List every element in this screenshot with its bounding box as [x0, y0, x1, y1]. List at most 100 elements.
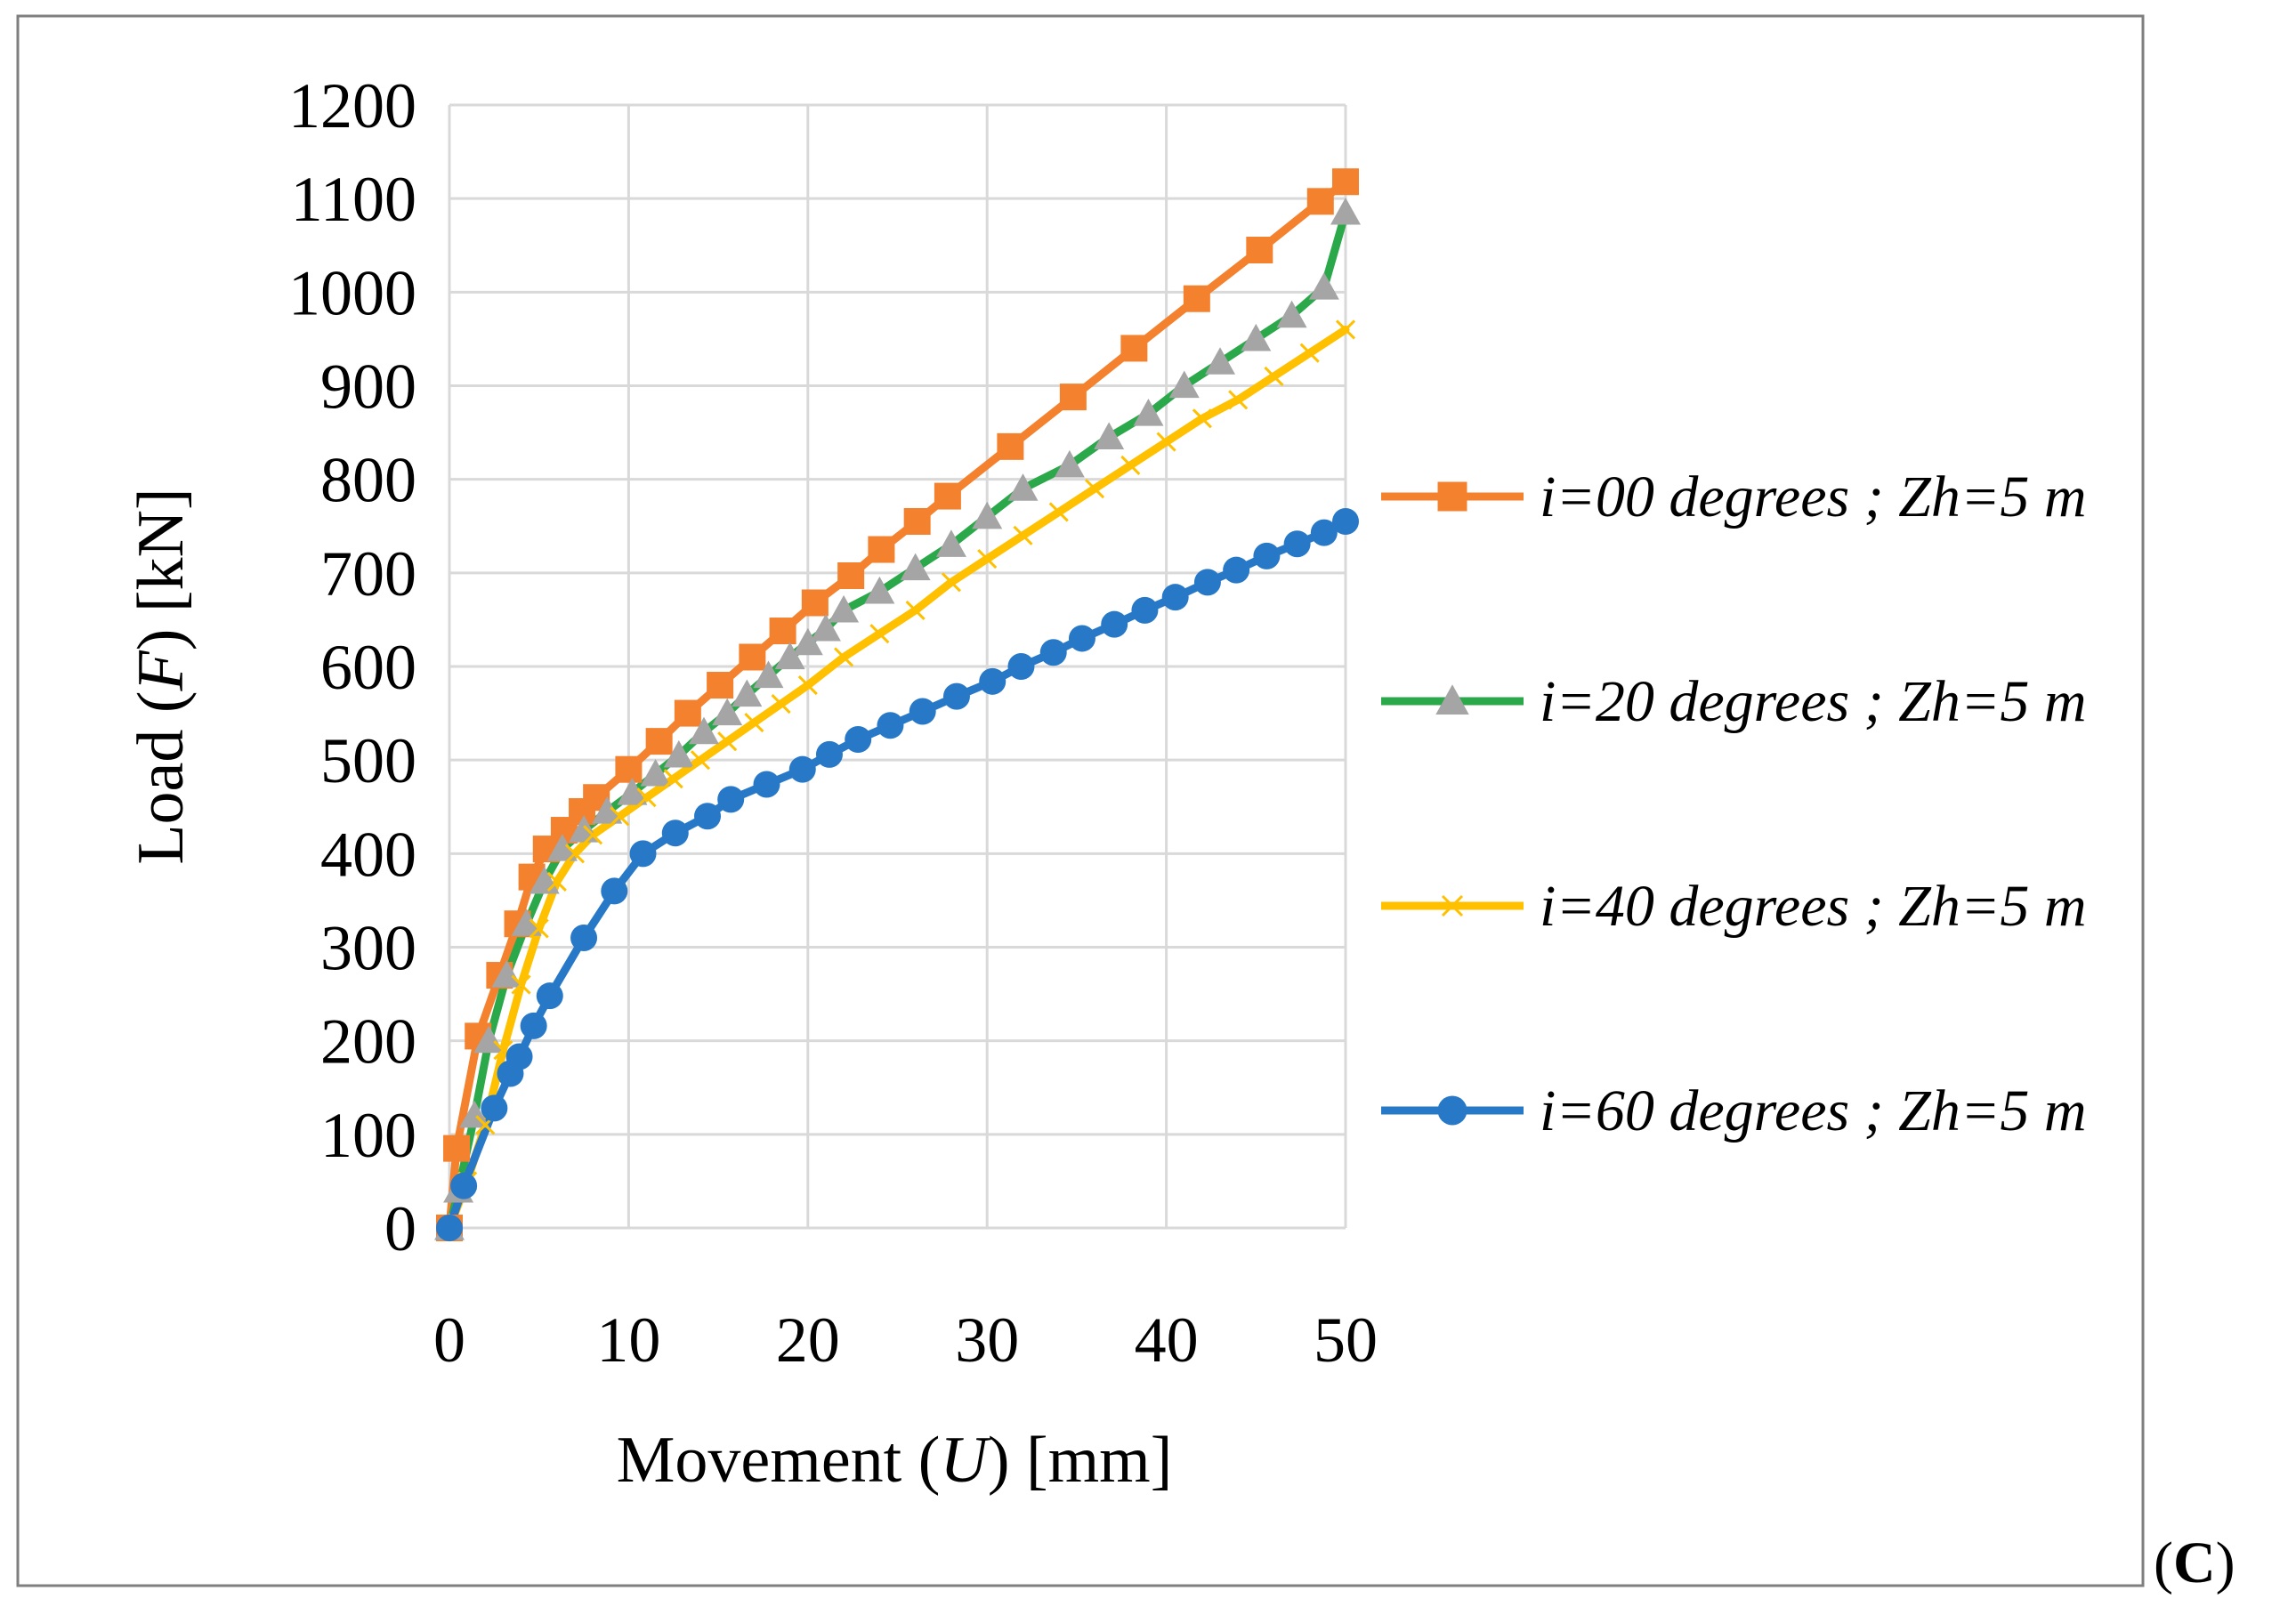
y-axis-title-var: F: [125, 650, 198, 691]
series-line-2: [445, 325, 1350, 1232]
data-point-marker-s3: [1039, 639, 1067, 666]
data-point-marker-s2: [771, 694, 791, 715]
panel-label: (C): [2154, 1530, 2235, 1595]
data-point-marker-s3: [694, 803, 722, 830]
data-point-marker-s3: [1193, 569, 1221, 596]
data-point-marker-s0: [934, 482, 961, 510]
data-point-marker-s1: [1276, 300, 1307, 328]
data-point-marker-s3: [1253, 542, 1281, 569]
data-point-marker-s2: [905, 600, 926, 620]
data-point-marker-s0: [837, 561, 865, 589]
y-tick-label: 400: [320, 819, 416, 890]
data-point-marker-s0: [739, 643, 766, 671]
data-point-marker-s1: [1007, 473, 1039, 501]
data-point-marker-s3: [1310, 519, 1338, 546]
series-line-0: [445, 177, 1350, 1232]
data-point-marker-s2: [941, 572, 961, 593]
legend-marker-3: [1437, 1095, 1467, 1126]
data-point-marker-s1: [1054, 449, 1085, 478]
y-tick-label: 1000: [288, 257, 416, 328]
data-point-marker-s1: [900, 553, 931, 581]
data-point-marker-s0: [674, 699, 701, 727]
data-point-marker-s2: [977, 548, 998, 569]
data-point-marker-s3: [1007, 653, 1035, 680]
y-tick-label: 300: [320, 913, 416, 984]
data-point-marker-s1: [864, 576, 895, 604]
data-point-marker-s3: [1101, 610, 1128, 638]
x-axis-title-post: ) [mm]: [988, 1424, 1173, 1497]
data-point-marker-s3: [629, 840, 657, 868]
data-point-marker-s0: [801, 589, 829, 617]
data-point-marker-s2: [1299, 343, 1320, 363]
data-point-marker-s1: [1133, 399, 1164, 426]
data-point-marker-s2: [546, 871, 567, 892]
y-tick-label: 500: [320, 725, 416, 796]
x-tick-label: 40: [1135, 1304, 1199, 1376]
legend-marker-2: [1441, 894, 1464, 917]
y-tick-label: 1100: [291, 164, 416, 235]
data-point-marker-s1: [640, 758, 671, 787]
data-point-marker-s1: [511, 908, 542, 936]
data-point-marker-s1: [935, 529, 966, 557]
data-point-marker-s1: [688, 716, 719, 745]
data-point-marker-s3: [1223, 556, 1250, 584]
data-point-marker-s3: [481, 1094, 508, 1122]
series-markers: [434, 168, 1361, 1241]
data-point-marker-s3: [570, 924, 598, 951]
data-point-marker-s2: [1264, 366, 1284, 387]
data-point-marker-s3: [520, 1012, 547, 1039]
legend-marker-1: [1435, 684, 1469, 715]
y-axis-title-pre: Load (: [125, 690, 198, 864]
data-point-marker-s0: [903, 507, 931, 535]
data-point-marker-s1: [732, 679, 763, 707]
y-tick-label: 100: [320, 1100, 416, 1171]
data-point-marker-s0: [615, 755, 643, 783]
legend-label-3: i=60 degrees ; Zh=5 m: [1540, 1078, 2087, 1143]
data-point-marker-s3: [909, 698, 936, 725]
data-point-marker-s3: [1283, 530, 1311, 558]
data-point-marker-s1: [753, 660, 784, 689]
data-point-marker-s0: [1306, 188, 1334, 215]
data-point-marker-s0: [1059, 384, 1087, 411]
data-point-marker-s2: [1228, 390, 1249, 410]
panel-label-close: ): [2216, 1530, 2235, 1595]
data-point-marker-s1: [1330, 197, 1361, 225]
legend: i=00 degrees ; Zh=5 m i=20 degrees ; Zh=5…: [1381, 464, 2087, 1143]
data-point-marker-s0: [707, 672, 734, 699]
data-point-marker-s0: [645, 728, 673, 755]
chart-frame: [16, 14, 2145, 1587]
y-tick-label: 600: [320, 632, 416, 703]
data-point-marker-s2: [1156, 432, 1176, 452]
data-point-marker-s0: [868, 536, 895, 563]
data-point-marker-s0: [997, 432, 1024, 460]
data-point-marker-s1: [617, 777, 648, 805]
gridlines: [448, 103, 1347, 1230]
y-tick-label: 700: [320, 538, 416, 610]
data-point-marker-s2: [610, 806, 630, 827]
data-point-marker-s1: [1205, 347, 1236, 375]
data-point-marker-s3: [1068, 625, 1095, 652]
data-point-marker-s3: [877, 712, 904, 739]
panel-label-open: (: [2154, 1530, 2173, 1595]
x-tick-label: 0: [433, 1304, 465, 1376]
data-point-marker-s2: [1013, 525, 1033, 545]
data-point-marker-s2: [564, 844, 586, 864]
y-tick-labels: 0 100 200 300 400 500 600 700 800 900 1000 1100 1200: [288, 70, 416, 1264]
data-point-marker-s3: [601, 877, 628, 905]
data-point-marker-s3: [436, 1215, 463, 1241]
data-point-marker-s2: [834, 647, 854, 667]
data-point-marker-s1: [1241, 323, 1272, 351]
y-axis-title: Load (F) [kN]: [125, 488, 198, 864]
x-tick-label: 10: [596, 1304, 660, 1376]
data-point-marker-s1: [774, 642, 805, 670]
data-point-marker-s2: [529, 918, 549, 939]
y-tick-label: 800: [320, 445, 416, 516]
x-axis-title: Movement (U) [mm]: [617, 1424, 1173, 1497]
x-tick-labels: 0 10 20 30 40 50: [433, 1304, 1378, 1376]
y-tick-label: 1200: [288, 70, 416, 141]
data-point-marker-s3: [1161, 584, 1189, 611]
data-point-marker-s1: [712, 698, 743, 726]
x-axis-title-var: U: [940, 1424, 991, 1497]
data-point-marker-s1: [972, 501, 1003, 529]
